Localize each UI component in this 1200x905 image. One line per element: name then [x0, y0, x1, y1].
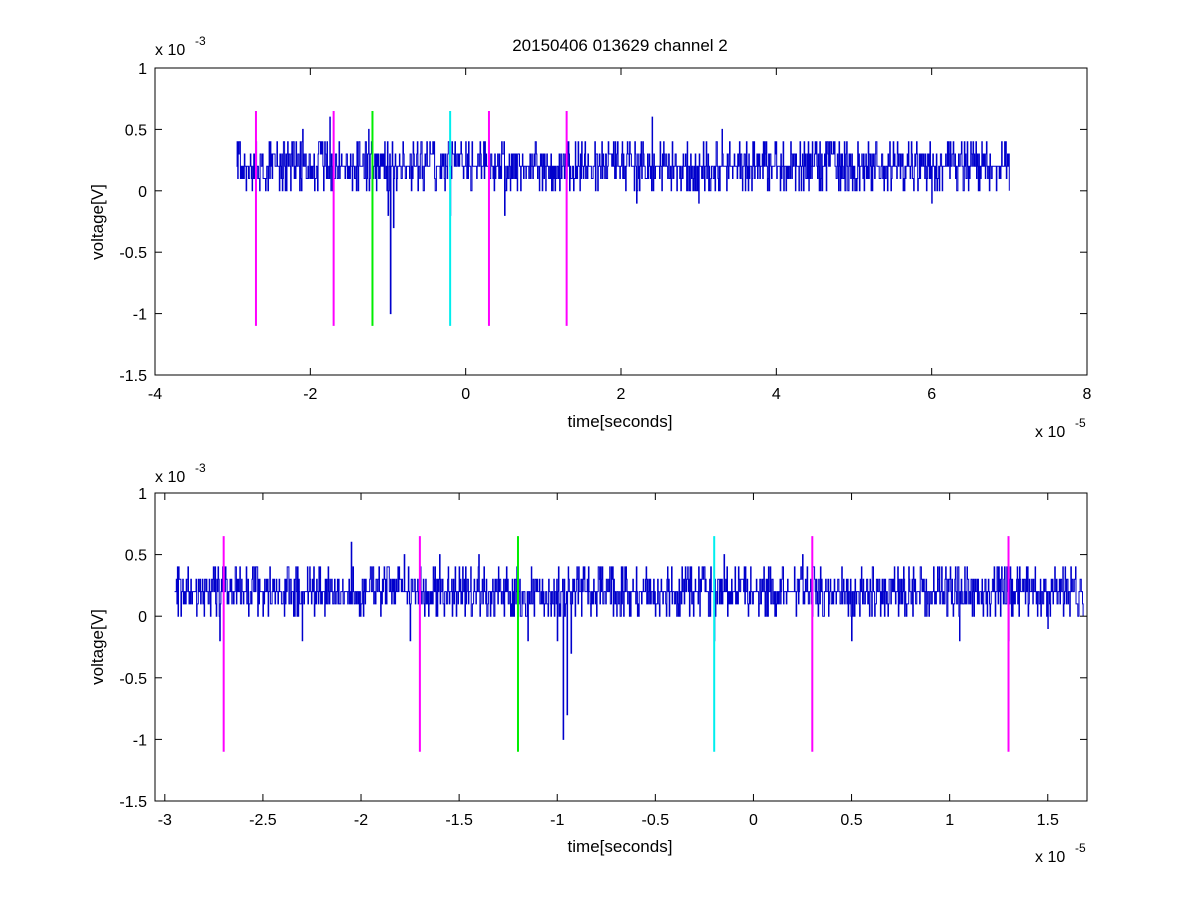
bottom-x-tick-label: 1.5 — [1037, 812, 1059, 829]
top-x-tick-label: -2 — [303, 386, 317, 403]
bottom-x-tick-label: -1 — [550, 812, 564, 829]
top-x-tick-label: 6 — [927, 386, 936, 403]
bottom-xlabel: time[seconds] — [568, 837, 673, 856]
top-y-multiplier: x 10 — [155, 42, 185, 59]
bottom-y-tick-label: 1 — [138, 486, 147, 503]
bottom-y-tick-label: 0.5 — [125, 548, 147, 565]
bottom-x-tick-label: -2.5 — [249, 812, 277, 829]
bottom-x-tick-label: -0.5 — [642, 812, 670, 829]
top-voltage-trace — [236, 116, 1010, 315]
bottom-x-tick-label: 0.5 — [840, 812, 862, 829]
top-y-exponent: -3 — [195, 34, 206, 48]
top-x-tick-label: 0 — [461, 386, 470, 403]
bottom-ylabel: voltage[V] — [88, 609, 107, 685]
top-y-tick-label: -1.5 — [119, 368, 147, 385]
top-y-tick-label: 1 — [138, 61, 147, 78]
top-plot-frame — [154, 67, 1088, 376]
top-xlabel: time[seconds] — [568, 412, 673, 431]
bottom-y-multiplier: x 10 — [155, 469, 185, 486]
bottom-x-tick-label: -1.5 — [445, 812, 473, 829]
bottom-axes: voltage[V] time[seconds] x 10 -3 x 10 -5… — [88, 461, 1088, 866]
bottom-y-tick-label: -1.5 — [119, 794, 147, 811]
top-y-tick-label: -0.5 — [119, 245, 147, 262]
bottom-x-tick-label: -3 — [158, 812, 172, 829]
top-x-multiplier: x 10 — [1035, 424, 1065, 441]
top-x-exponent: -5 — [1075, 416, 1086, 430]
bottom-x-tick-label: 1 — [945, 812, 954, 829]
bottom-y-exponent: -3 — [195, 461, 206, 475]
top-chart-title: 20150406 013629 channel 2 — [512, 36, 728, 55]
bottom-y-tick-label: -1 — [133, 732, 147, 749]
top-y-tick-label: 0 — [138, 184, 147, 201]
bottom-plot-frame — [154, 492, 1088, 802]
bottom-x-tick-label: -2 — [354, 812, 368, 829]
top-x-tick-label: 2 — [617, 386, 626, 403]
bottom-x-exponent: -5 — [1075, 841, 1086, 855]
bottom-y-tick-label: -0.5 — [119, 671, 147, 688]
top-ylabel: voltage[V] — [88, 184, 107, 260]
top-axes: 20150406 013629 channel 2 voltage[V] tim… — [88, 34, 1092, 441]
bottom-x-tick-label: 0 — [749, 812, 758, 829]
top-x-tick-label: 4 — [772, 386, 781, 403]
bottom-x-multiplier: x 10 — [1035, 849, 1065, 866]
top-x-tick-label: -4 — [148, 386, 162, 403]
top-y-tick-label: 0.5 — [125, 122, 147, 139]
bottom-voltage-trace — [174, 541, 1084, 740]
top-y-tick-label: -1 — [133, 307, 147, 324]
top-x-tick-label: 8 — [1083, 386, 1092, 403]
bottom-y-tick-label: 0 — [138, 609, 147, 626]
